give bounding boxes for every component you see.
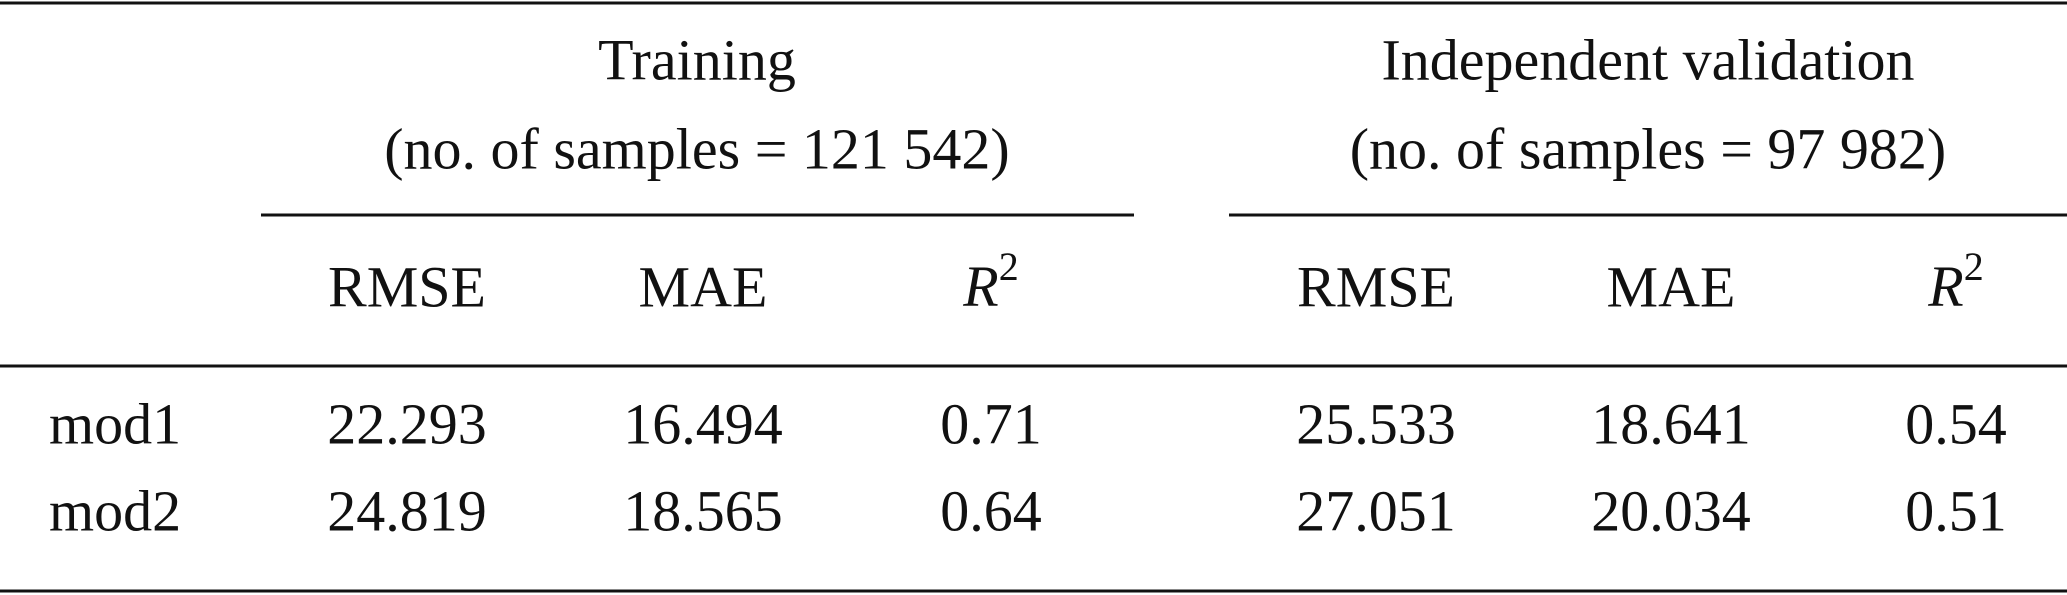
cell: 27.051 — [1296, 478, 1456, 543]
column-header: MAE — [639, 254, 768, 319]
column-header-sup: 2 — [999, 244, 1019, 289]
cell: 0.51 — [1905, 478, 2007, 543]
cell: 0.71 — [940, 391, 1042, 456]
cell: 18.641 — [1591, 391, 1751, 456]
row-label: mod1 — [49, 391, 181, 456]
cell: 22.293 — [327, 391, 487, 456]
column-header-base: R — [1927, 254, 1963, 319]
column-header: R2 — [962, 244, 1018, 319]
group-subtitle: (no. of samples = 121 542) — [384, 116, 1010, 181]
cell: 20.034 — [1591, 478, 1751, 543]
group-subtitle: (no. of samples = 97 982) — [1350, 116, 1947, 181]
cell: 25.533 — [1296, 391, 1456, 456]
column-header-base: R — [962, 254, 998, 319]
row-label: mod2 — [49, 478, 181, 543]
column-header: MAE — [1607, 254, 1736, 319]
group-title: Training — [598, 27, 796, 92]
cell: 24.819 — [327, 478, 487, 543]
column-header: RMSE — [328, 254, 486, 319]
cell: 0.64 — [940, 478, 1042, 543]
cell: 0.54 — [1905, 391, 2007, 456]
column-header: RMSE — [1297, 254, 1455, 319]
column-header: R2 — [1927, 244, 1983, 319]
cell: 16.494 — [623, 391, 783, 456]
cell: 18.565 — [623, 478, 783, 543]
column-header-sup: 2 — [1964, 244, 1984, 289]
group-title: Independent validation — [1381, 27, 1914, 92]
